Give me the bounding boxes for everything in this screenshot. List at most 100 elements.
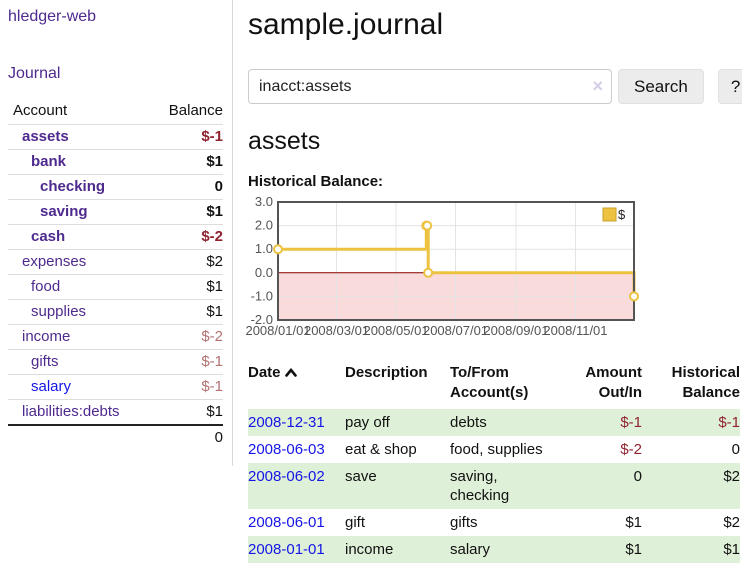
svg-text:2008/05/01: 2008/05/01 xyxy=(363,323,428,338)
account-balance: $1 xyxy=(143,149,223,175)
account-row: supplies $1 xyxy=(8,299,223,325)
accounts-total-row: 0 xyxy=(8,424,223,450)
transaction-description: income xyxy=(345,536,450,563)
account-balance: 0 xyxy=(143,174,223,200)
search-button[interactable]: Search xyxy=(618,69,704,104)
search-input-wrapper: × xyxy=(248,69,612,104)
accounts-header-balance: Balance xyxy=(168,102,223,119)
svg-text:2008/09/01: 2008/09/01 xyxy=(483,323,548,338)
transaction-description: eat & shop xyxy=(345,441,417,458)
account-row: liabilities:debts $1 xyxy=(8,399,223,425)
account-row: salary $-1 xyxy=(8,374,223,400)
account-row: income $-2 xyxy=(8,324,223,350)
account-link[interactable]: bank xyxy=(31,153,67,170)
svg-text:2008/01/01: 2008/01/01 xyxy=(245,323,310,338)
transaction-balance: $2 xyxy=(642,463,740,509)
account-link[interactable]: food xyxy=(31,278,61,295)
transaction-accounts: debts xyxy=(450,409,580,436)
account-link[interactable]: income xyxy=(22,328,71,345)
column-header-description: Description xyxy=(345,364,428,381)
account-link[interactable]: assets xyxy=(22,128,69,145)
transaction-balance: $-1 xyxy=(642,409,740,436)
account-heading: assets xyxy=(248,127,321,155)
transaction-accounts: gifts xyxy=(450,514,478,531)
sidebar-item-journal[interactable]: Journal xyxy=(8,65,61,82)
column-header-account: To/From Account(s) xyxy=(450,364,529,401)
chevron-up-icon xyxy=(284,363,297,383)
account-link[interactable]: checking xyxy=(40,178,106,195)
transaction-date-link[interactable]: 2008-06-03 xyxy=(248,441,325,458)
transaction-row: 2008-06-02 save saving, checking 0 $2 xyxy=(248,463,740,509)
account-link[interactable]: expenses xyxy=(22,253,87,270)
column-header-date[interactable]: Date xyxy=(248,361,345,409)
transaction-row: 2008-06-01 gift gifts $1 $2 xyxy=(248,509,740,536)
account-row: bank $1 xyxy=(8,149,223,175)
account-link[interactable]: supplies xyxy=(31,303,87,320)
page-title: sample.journal xyxy=(248,8,444,41)
account-balance: $2 xyxy=(143,249,223,275)
account-balance: $-1 xyxy=(143,349,223,375)
svg-text:2008/11/01: 2008/11/01 xyxy=(543,323,607,338)
account-row: cash $-2 xyxy=(8,224,223,250)
search-input[interactable] xyxy=(248,69,612,104)
svg-text:2.0: 2.0 xyxy=(255,218,273,233)
clear-search-icon[interactable]: × xyxy=(592,76,603,96)
historical-balance-chart: $3.0 2.0 1.0 0.0 -1.0 -2.0 2008/01/01 2008/03/0… xyxy=(245,194,742,340)
account-link[interactable]: cash xyxy=(31,228,66,245)
svg-text:-1.0: -1.0 xyxy=(251,288,273,303)
svg-text:0.0: 0.0 xyxy=(255,265,273,280)
svg-text:$: $ xyxy=(618,207,626,222)
register-header-row: Date Description To/From Account(s) Amou… xyxy=(248,361,740,409)
account-link[interactable]: liabilities:debts xyxy=(22,403,120,420)
transaction-accounts: salary xyxy=(450,536,580,563)
accounts-balance-table: Account Balance assets $-1 bank $1 checking 0… xyxy=(8,100,223,450)
help-button[interactable]: ? xyxy=(717,69,742,104)
transaction-balance: 0 xyxy=(731,441,740,458)
transaction-amount: 0 xyxy=(580,463,642,509)
transaction-accounts: saving, checking xyxy=(450,463,580,509)
account-link[interactable]: gifts xyxy=(31,353,59,370)
account-balance: $1 xyxy=(143,399,223,425)
search-form: × Search ? xyxy=(248,69,742,104)
transaction-amount: $1 xyxy=(625,514,642,531)
account-row: gifts $-1 xyxy=(8,349,223,375)
column-header-balance: Historical Balance xyxy=(671,364,740,401)
svg-text:1.0: 1.0 xyxy=(255,241,273,256)
transaction-amount: $1 xyxy=(580,536,642,563)
transaction-description: pay off xyxy=(345,409,450,436)
account-link[interactable]: saving xyxy=(40,203,88,220)
accounts-total-value: 0 xyxy=(143,424,223,450)
transaction-row: 2008-06-03 eat & shop food, supplies $-2 0 xyxy=(248,436,740,463)
transaction-amount: $-2 xyxy=(620,441,642,458)
account-row: assets $-1 xyxy=(8,124,223,150)
column-header-amount: Amount Out/In xyxy=(585,364,642,401)
account-row: food $1 xyxy=(8,274,223,300)
transaction-balance: $2 xyxy=(723,514,740,531)
account-row: saving $1 xyxy=(8,199,223,225)
transaction-row: 2008-12-31 pay off debts $-1 $-1 xyxy=(248,409,740,436)
account-balance: $1 xyxy=(143,299,223,325)
accounts-header-account: Account xyxy=(13,102,68,119)
account-balance: $1 xyxy=(143,274,223,300)
account-balance: $-1 xyxy=(143,374,223,400)
svg-text:2008/03/01: 2008/03/01 xyxy=(304,323,369,338)
transaction-description: gift xyxy=(345,514,366,531)
account-balance: $-2 xyxy=(143,224,223,250)
transaction-description: save xyxy=(345,463,450,509)
main-content: sample.journal × Search ? assets Histori… xyxy=(233,0,742,583)
brand-link[interactable]: hledger-web xyxy=(8,8,97,25)
account-balance: $-2 xyxy=(143,324,223,350)
account-row: checking 0 xyxy=(8,174,223,200)
register-table: Date Description To/From Account(s) Amou… xyxy=(248,361,740,563)
account-link[interactable]: salary xyxy=(31,378,72,395)
svg-text:3.0: 3.0 xyxy=(255,194,273,209)
chart-canvas: $3.0 2.0 1.0 0.0 -1.0 -2.02008/01/012008/03/0… xyxy=(245,194,639,338)
transaction-row: 2008-01-01 income salary $1 $1 xyxy=(248,536,740,563)
transaction-date-link[interactable]: 2008-01-01 xyxy=(248,541,325,558)
transaction-balance: $1 xyxy=(642,536,740,563)
sidebar: hledger-web Journal Account Balance asse… xyxy=(0,0,233,466)
transaction-date-link[interactable]: 2008-06-01 xyxy=(248,514,325,531)
transaction-date-link[interactable]: 2008-12-31 xyxy=(248,414,325,431)
transaction-accounts: food, supplies xyxy=(450,441,543,458)
transaction-date-link[interactable]: 2008-06-02 xyxy=(248,468,325,485)
